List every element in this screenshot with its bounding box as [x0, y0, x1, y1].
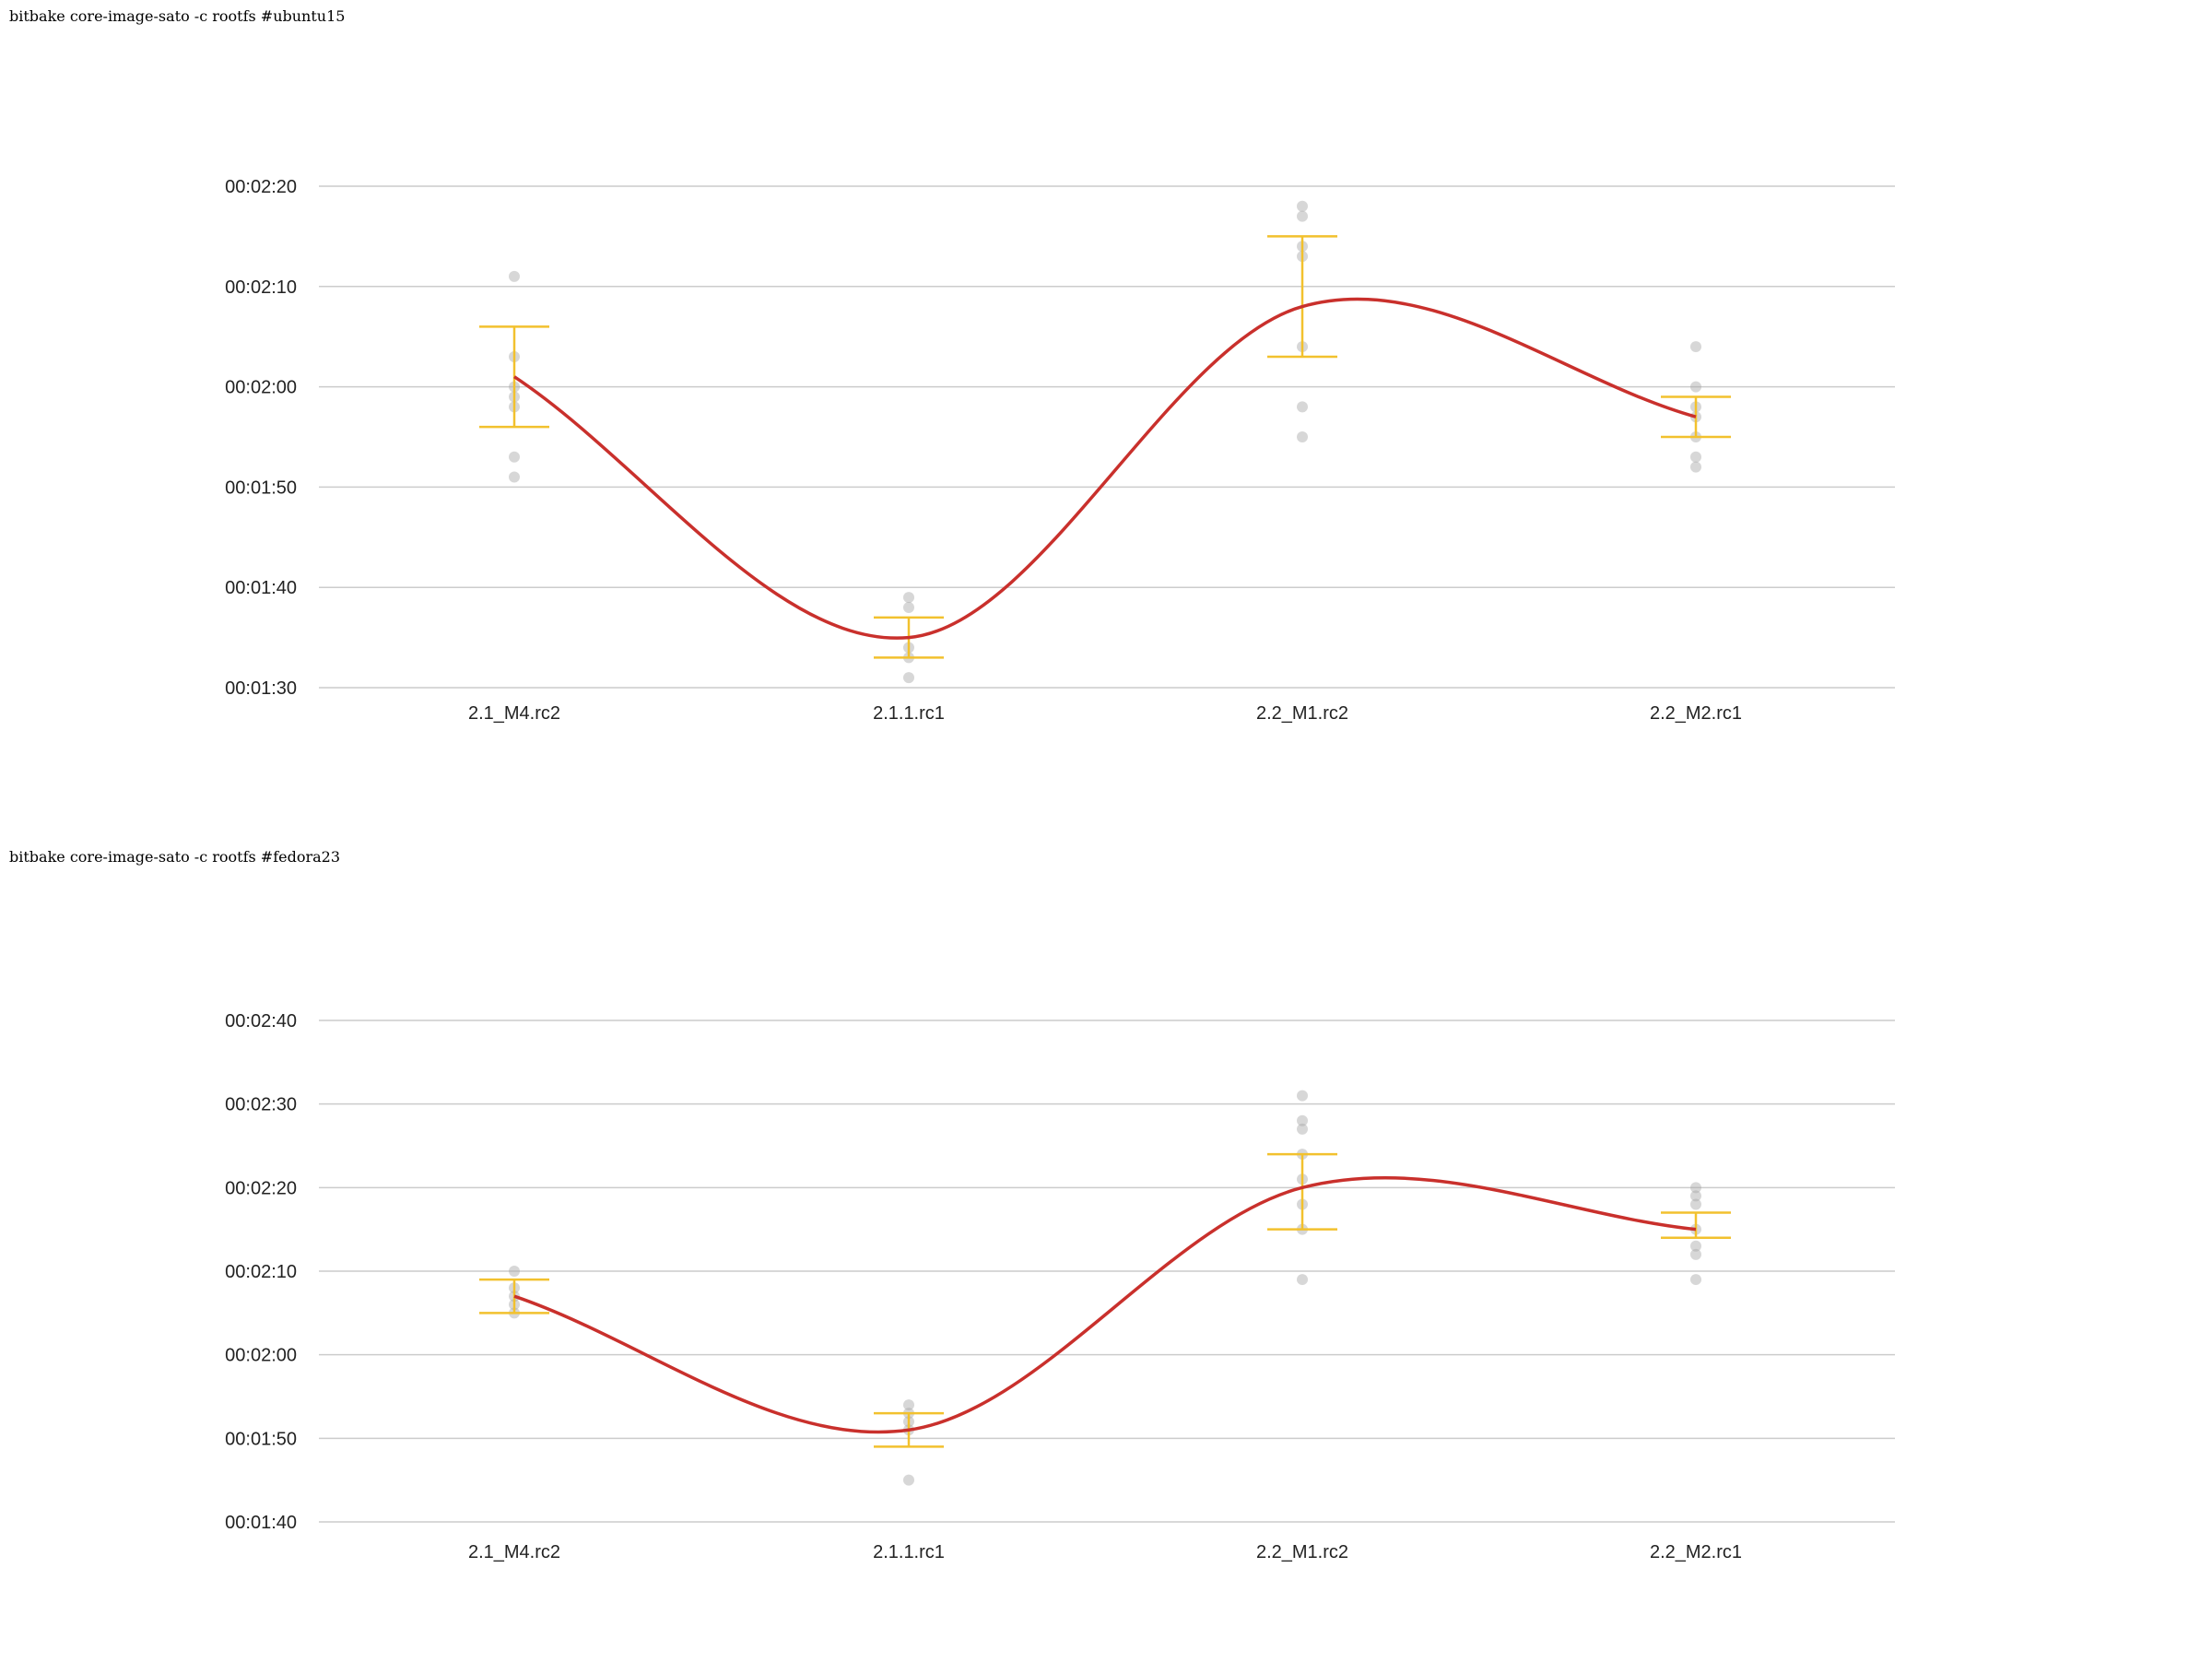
- sample-point: [1297, 1274, 1308, 1286]
- y-tick-label: 00:02:40: [225, 1011, 297, 1032]
- y-tick-label: 00:02:20: [225, 1178, 297, 1198]
- sample-point: [1690, 341, 1701, 353]
- chart-title-fedora23: bitbake core-image-sato -c rootfs #fedor…: [9, 848, 341, 866]
- sample-point: [1297, 200, 1308, 212]
- chart-fedora23: 00:01:40 00:01:50 00:02:00 00:02:10 00:02:20…: [225, 1011, 1895, 1562]
- mean-trend-line: [513, 1175, 1697, 1434]
- y-tick-label: 00:02:20: [225, 177, 297, 197]
- sample-point: [903, 592, 914, 604]
- y-tick-label: 00:02:00: [225, 378, 297, 398]
- sample-point: [1297, 1123, 1308, 1135]
- x-category-label: 2.2_M2.rc1: [1650, 703, 1742, 724]
- sample-point: [1690, 1190, 1701, 1202]
- y-tick-label: 00:02:30: [225, 1095, 297, 1115]
- sample-point: [1297, 210, 1308, 222]
- sample-point: [903, 1399, 914, 1411]
- sample-point: [1297, 401, 1308, 413]
- chart-ubuntu15: 00:01:30 00:01:40 00:01:50 00:02:00 00:02:10…: [225, 177, 1895, 724]
- chart-title-ubuntu15: bitbake core-image-sato -c rootfs #ubunt…: [9, 7, 346, 25]
- x-category-label: 2.2_M2.rc1: [1650, 1542, 1742, 1562]
- sample-point: [903, 601, 914, 613]
- y-tick-label: 00:01:30: [225, 678, 297, 699]
- y-tick-label: 00:01:40: [225, 578, 297, 598]
- x-category-label: 2.1.1.rc1: [873, 703, 945, 724]
- x-category-label: 2.1_M4.rc2: [468, 703, 560, 724]
- x-category-label: 2.2_M1.rc2: [1256, 1542, 1348, 1562]
- sample-point: [1690, 381, 1701, 393]
- x-category-label: 2.2_M1.rc2: [1256, 703, 1348, 724]
- sample-point: [1690, 1274, 1701, 1286]
- mean-trend-line: [513, 297, 1697, 640]
- y-tick-label: 00:02:10: [225, 1262, 297, 1282]
- sample-point: [1297, 1090, 1308, 1102]
- sample-point: [1690, 1182, 1701, 1194]
- y-tick-label: 00:02:10: [225, 277, 297, 298]
- y-tick-label: 00:02:00: [225, 1346, 297, 1366]
- sample-point: [1690, 1240, 1701, 1252]
- x-category-label: 2.1_M4.rc2: [468, 1542, 560, 1562]
- sample-point: [1690, 451, 1701, 463]
- sample-point: [1690, 1198, 1701, 1210]
- sample-point: [1297, 1114, 1308, 1126]
- sample-point: [903, 672, 914, 684]
- x-category-label: 2.1.1.rc1: [873, 1542, 945, 1562]
- sample-point: [903, 1474, 914, 1486]
- sample-point: [509, 270, 520, 282]
- y-tick-label: 00:01:50: [225, 1429, 297, 1449]
- sample-point: [1297, 431, 1308, 442]
- y-tick-label: 00:01:50: [225, 477, 297, 498]
- y-tick-label: 00:01:40: [225, 1513, 297, 1533]
- sample-point: [509, 451, 520, 463]
- sample-point: [509, 1266, 520, 1277]
- sample-point: [509, 471, 520, 483]
- sample-point: [1690, 1248, 1701, 1260]
- sample-point: [1690, 461, 1701, 473]
